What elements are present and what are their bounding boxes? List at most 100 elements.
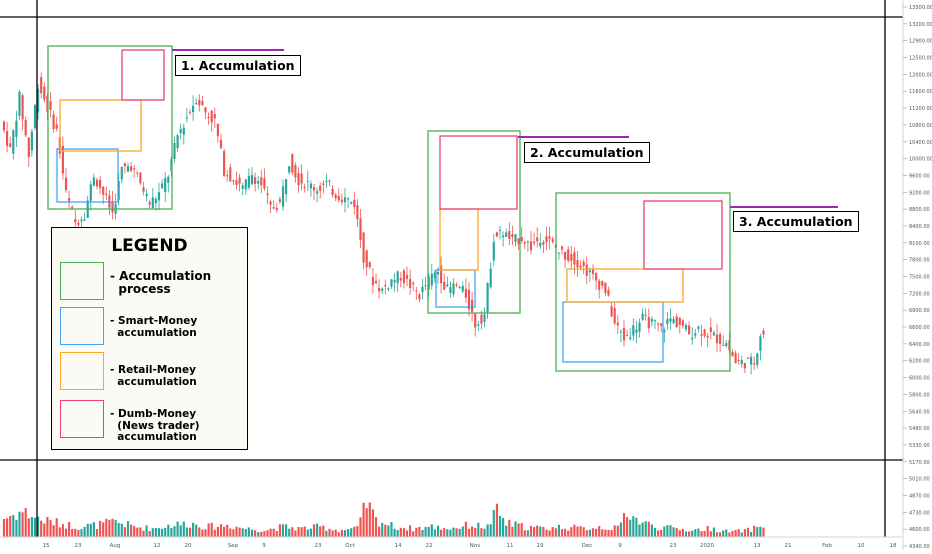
x-tick-label: 22	[426, 543, 433, 549]
candle-body	[219, 140, 223, 149]
candle-body	[709, 327, 712, 332]
candle-body	[573, 252, 576, 265]
candle-body	[182, 127, 185, 135]
volume-bar	[536, 525, 539, 537]
volume-bar	[520, 523, 523, 537]
legend-swatch-dumb-money	[60, 400, 104, 438]
candle-body	[374, 280, 378, 284]
candle-body	[697, 326, 700, 329]
x-tick-label: 19	[537, 543, 544, 549]
candle-body	[210, 110, 213, 123]
volume-bar	[681, 528, 684, 537]
accumulation-label-1: 1. Accumulation	[175, 55, 301, 76]
volume-bar	[588, 529, 591, 537]
candle-body	[83, 219, 86, 221]
candle-body	[105, 193, 108, 196]
volume-bar	[458, 528, 461, 537]
candle-body	[684, 325, 688, 330]
volume-bar	[591, 528, 595, 537]
volume-bar	[300, 527, 303, 537]
volume-bar	[192, 522, 195, 537]
volume-bar	[647, 521, 650, 537]
candle-body	[343, 197, 347, 203]
candle-body	[399, 278, 402, 281]
legend-label-dumb-money: - Dumb-Money (News trader) accumulation	[110, 408, 200, 443]
volume-bar	[464, 521, 467, 537]
x-tick-label: Feb	[822, 543, 832, 549]
volume-bar	[229, 528, 232, 537]
candle-body	[347, 198, 350, 200]
volume-bar	[319, 526, 322, 537]
y-tick-label: 7200.00	[909, 291, 930, 297]
volume-bar	[356, 526, 359, 537]
volume-bar	[471, 526, 474, 537]
candle-body	[712, 332, 715, 336]
candle-body	[622, 327, 626, 341]
volume-bar	[347, 529, 350, 537]
y-tick-label: 6200.00	[909, 359, 930, 365]
candle-body	[130, 166, 133, 171]
volume-bar	[734, 529, 737, 537]
candle-body	[402, 270, 405, 284]
volume-bar	[384, 524, 387, 537]
candle-body	[368, 262, 371, 268]
candle-body	[52, 114, 55, 130]
candle-body	[123, 163, 126, 167]
volume-bar	[529, 525, 533, 537]
candle-body	[523, 242, 526, 244]
y-tick-label: 5640.00	[909, 409, 930, 415]
volume-bar	[672, 527, 675, 537]
candle-body	[418, 294, 421, 300]
candle-body	[746, 357, 750, 359]
volume-bar	[601, 529, 604, 537]
candle-body	[89, 184, 92, 201]
volume-bar	[703, 530, 706, 537]
volume-bar	[443, 528, 446, 537]
candle-body	[737, 360, 740, 362]
y-tick-label: 12900.00	[909, 39, 932, 45]
candle-body	[281, 186, 285, 207]
zone-box-4	[427, 130, 521, 314]
volume-bar	[477, 522, 480, 537]
volume-bar	[9, 515, 12, 537]
volume-bar	[68, 521, 71, 537]
candle-body	[185, 117, 188, 119]
candle-body	[517, 238, 520, 245]
volume-bar	[715, 532, 719, 537]
candle-body	[27, 137, 30, 158]
x-tick-label: 15	[43, 543, 50, 549]
volume-bar	[694, 529, 697, 537]
volume-bar	[136, 527, 139, 537]
volume-bar	[343, 530, 347, 537]
candle-body	[508, 230, 511, 240]
volume-bar	[483, 528, 486, 537]
volume-bar	[728, 532, 731, 537]
volume-bar	[148, 531, 151, 537]
volume-bar	[498, 515, 502, 537]
candle-body	[340, 199, 343, 203]
volume-bar	[278, 524, 281, 537]
accumulation-label-3: 3. Accumulation	[733, 211, 859, 232]
volume-bar	[381, 522, 384, 537]
accumulation-label-2: 2. Accumulation	[524, 142, 650, 163]
candle-body	[300, 173, 303, 184]
volume-bar	[244, 528, 247, 537]
volume-bar	[55, 518, 58, 537]
y-tick-label: 6400.00	[909, 342, 930, 348]
legend-swatch-accumulation	[60, 262, 104, 300]
volume-bar	[247, 527, 250, 537]
y-tick-label: 10400.00	[909, 140, 932, 146]
volume-bar	[312, 524, 316, 537]
candle-body	[440, 265, 443, 284]
volume-bar	[424, 526, 427, 537]
candle-body	[598, 280, 601, 290]
volume-bar	[626, 517, 629, 537]
candle-body	[120, 166, 123, 180]
candle-body	[644, 314, 647, 316]
candle-body	[102, 186, 105, 195]
candle-body	[216, 123, 219, 137]
y-tick-label: 6600.00	[909, 325, 930, 331]
volume-bar	[350, 528, 353, 537]
volume-bar	[210, 522, 213, 537]
candle-body	[24, 120, 27, 136]
